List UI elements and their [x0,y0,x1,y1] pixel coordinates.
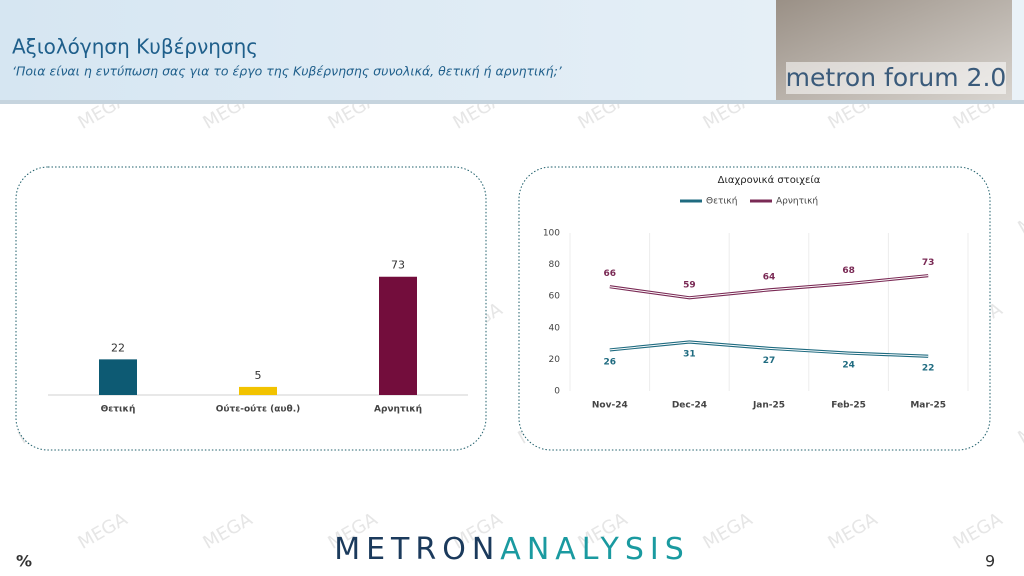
x-tick-label: Ούτε-ούτε (αυθ.) [216,405,300,415]
line-chart: Διαχρονικά στοιχεία 0 20 40 60 80 100 Nov-24 Dec… [543,174,969,411]
brand-right: ANALYSIS [500,532,689,567]
bar [379,276,417,395]
bar-chart: 22 Θετική 5 Ούτε-ούτε (αυθ.) 73 Αρνητική [48,259,468,415]
x-tick-label: Nov-24 [592,401,628,411]
x-tick-label: Mar-25 [910,401,946,411]
watermark: MEGA [950,509,1007,554]
legend-label: Θετική [706,197,737,207]
value-label: 5 [255,369,262,382]
x-tick-label: Αρνητική [374,405,422,415]
header-rule [0,100,1024,104]
value-label: 59 [683,280,696,290]
brand-left: METRON [334,532,500,567]
y-tick-label: 40 [549,323,561,333]
unit-label: % [16,552,32,571]
value-label: 22 [111,341,125,354]
watermark: MEGA [825,509,882,554]
value-label: 31 [683,350,696,360]
value-label: 68 [842,266,855,276]
x-tick-label: Feb-25 [831,401,866,411]
watermark: MEGA [200,509,257,554]
slide-subtitle: ‘Ποια είναι η εντύπωση σας για το έργο τ… [12,64,563,79]
watermark: MEGA [75,509,132,554]
y-tick-label: 80 [549,260,561,270]
value-label: 66 [604,269,617,279]
brand-plate [786,62,1006,94]
value-label: 26 [604,357,617,367]
watermark: MEGA [700,509,757,554]
slide-title: Αξιολόγηση Κυβέρνησης [12,35,258,59]
value-label: 73 [391,259,405,272]
value-label: 22 [922,364,935,374]
watermark: MEGA [1015,404,1024,449]
value-label: 64 [763,272,776,282]
x-tick-label: Dec-24 [672,401,707,411]
bar [99,359,137,395]
value-label: 27 [763,356,776,366]
chart-title: Διαχρονικά στοιχεία [718,174,821,186]
y-tick-label: 0 [554,387,560,397]
series-line-core [609,341,929,357]
brand-text: metron forum 2.0 [786,63,1007,92]
y-tick-label: 60 [549,292,561,302]
legend-label: Αρνητική [776,197,818,207]
value-label: 73 [922,258,935,268]
series-line-core [609,275,929,299]
y-tick-label: 100 [543,229,560,239]
page-number: 9 [985,552,995,571]
value-label: 24 [842,361,855,371]
watermark: MEGA [1015,194,1024,239]
y-tick-label: 20 [549,355,561,365]
panel [518,166,991,451]
x-tick-label: Jan-25 [752,401,785,411]
x-tick-label: Θετική [101,405,136,415]
bar [239,386,277,395]
footer-brand: METRONANALYSIS [334,532,690,567]
